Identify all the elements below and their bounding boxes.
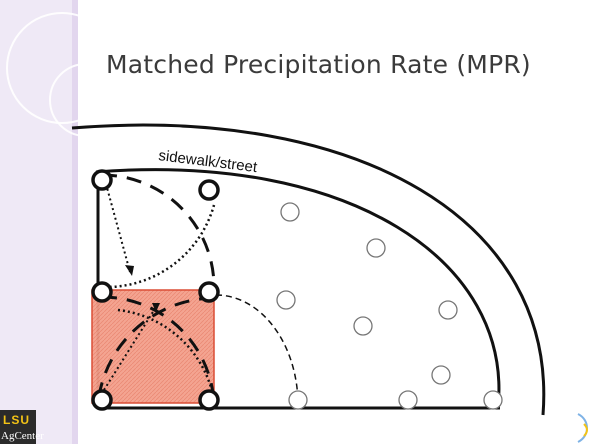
logo-top-text: LSU (3, 413, 30, 427)
outer-curb-line (71, 123, 546, 416)
dotted-throw-bottom (117, 308, 216, 401)
sprinkler-head-mid-right (198, 281, 220, 303)
sprinkler-head-top-right (198, 179, 220, 201)
logo-bottom-text: AgCenter (1, 430, 44, 442)
sprinkler-head-bottom-right (198, 389, 220, 411)
sprinkler-head-light (366, 238, 386, 258)
sprinkler-head-light (431, 365, 451, 385)
dotted-arrow-line-bottom (103, 306, 157, 391)
sprinkler-head-light (438, 300, 458, 320)
sprinkler-head-light (398, 390, 418, 410)
quarter-spray-arc-bottom (101, 295, 216, 404)
arrow-head-bottom (152, 303, 160, 312)
sprinkler-head-mid-left (91, 281, 113, 303)
sprinkler-head-light (288, 390, 308, 410)
sprinkler-head-light (276, 290, 296, 310)
fine-dash-spray-arc (215, 294, 299, 404)
sprinkler-head-light (280, 202, 300, 222)
decorative-circles (6, 12, 123, 137)
sprinkler-head-top-left (91, 169, 113, 191)
quarter-spray-arc-top (101, 173, 216, 288)
half-spray-arc (96, 296, 215, 404)
arrow-head-top (125, 265, 134, 276)
corner-decoration (577, 413, 588, 443)
dotted-arrow-line-top (105, 183, 131, 273)
inner-sidewalk-line (95, 168, 501, 409)
lsu-agcenter-logo: LSU AgCenter (0, 410, 44, 444)
sprinkler-layout-diagram: sidewalk/street (71, 123, 546, 416)
left-strip-edge (72, 0, 78, 444)
sprinkler-head-bottom-left (91, 389, 113, 411)
sprinkler-head-light (353, 316, 373, 336)
dotted-throw-top (101, 204, 216, 289)
slide-title: Matched Precipitation Rate (MPR) (106, 50, 531, 79)
sprinkler-head-light (483, 390, 503, 410)
